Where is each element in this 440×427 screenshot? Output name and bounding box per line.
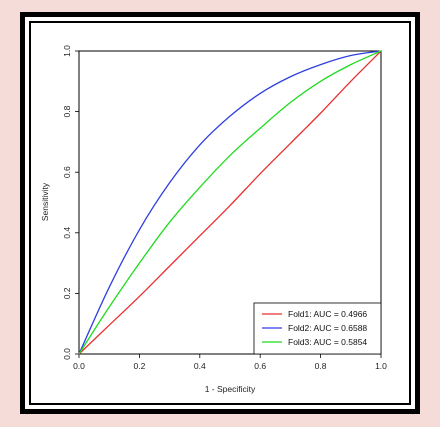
series-line-fold3 [78,50,382,355]
x-tick-label: 0.4 [194,361,206,371]
y-axis-title: Sensitivity [40,182,50,221]
x-tick-label: 0.8 [315,361,327,371]
y-tick-label: 0.2 [62,287,72,299]
y-tick-label: 0.0 [62,348,72,360]
y-tick-label: 0.4 [62,227,72,239]
tick-layer: 0.0 0.2 0.4 0.6 0.8 1.0 0.0 0.2 0.4 0.6 0.8 1.0 [62,45,387,371]
legend: Fold1: AUC = 0.4966 Fold2: AUC = 0.6588 Fo… [253,302,382,355]
series-line-fold1 [78,50,382,355]
x-tick-label: 0.6 [254,361,266,371]
y-tick-label: 0.6 [62,166,72,178]
y-tick-label: 1.0 [62,45,72,57]
x-tick-label: 0.2 [133,361,145,371]
legend-label: Fold2: AUC = 0.6588 [288,323,367,333]
legend-items: Fold1: AUC = 0.4966 Fold2: AUC = 0.6588 Fo… [262,309,367,347]
plot-area [78,50,382,355]
series-line-fold2 [78,50,382,355]
x-tick-label: 1.0 [375,361,387,371]
legend-label: Fold1: AUC = 0.4966 [288,309,367,319]
series-layer [78,50,382,355]
y-tick-label: 0.8 [62,105,72,117]
x-tick-label: 0.0 [73,361,85,371]
x-axis-title: 1 - Specificity [205,384,256,394]
legend-label: Fold3: AUC = 0.5854 [288,337,367,347]
